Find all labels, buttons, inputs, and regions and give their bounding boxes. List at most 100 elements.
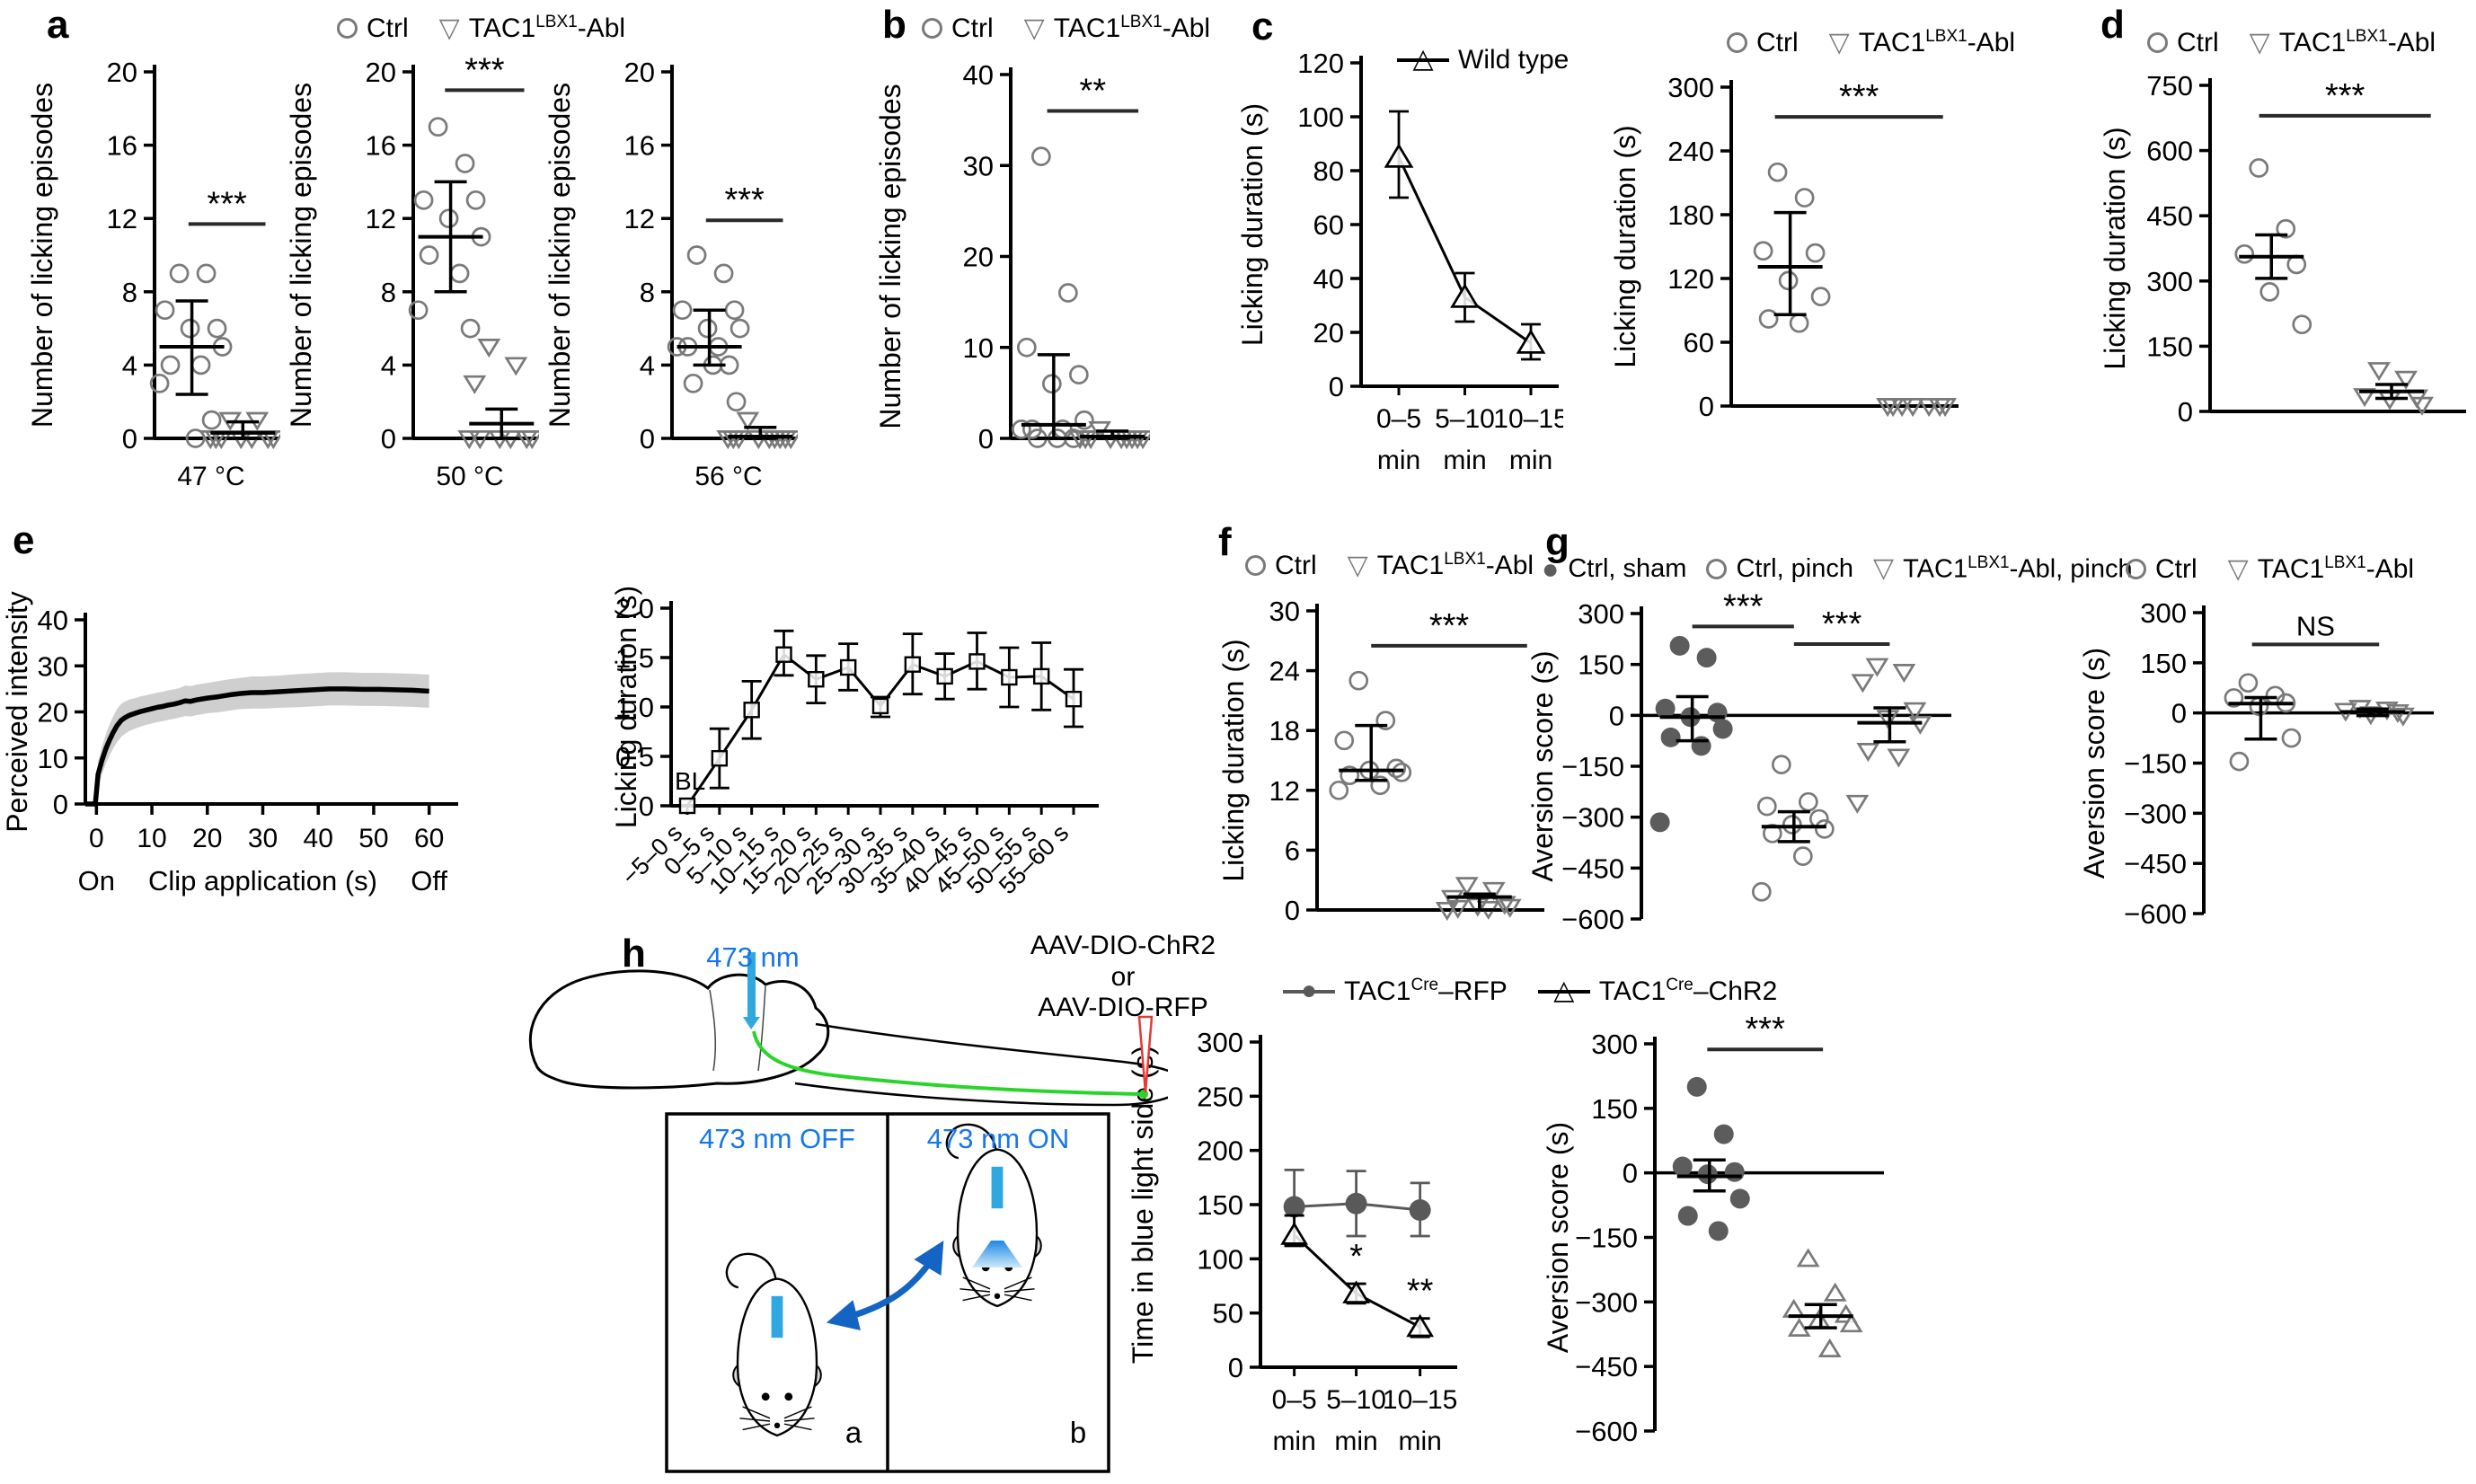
chart-licking-episodes-50c: 0 4 8 12 16 20 Number of licking episodes *** 50…	[285, 51, 539, 491]
svg-text:100: 100	[1197, 1243, 1243, 1275]
svg-text:300: 300	[1667, 72, 1714, 103]
svg-text:30: 30	[963, 150, 994, 181]
svg-text:150: 150	[1578, 649, 1624, 681]
svg-text:−600: −600	[2124, 898, 2187, 930]
svg-text:10–15: 10–15	[1383, 1385, 1457, 1415]
virus-line-rfp: AAV-DIO-RFP	[1038, 993, 1208, 1022]
svg-text:20: 20	[1313, 317, 1344, 349]
chart-licking-duration-scatter-c: 0 60 120 180 240 300 Licking duration (s) ***	[1609, 72, 1959, 422]
svg-text:−600: −600	[1575, 1416, 1638, 1447]
svg-text:Number of licking episodes: Number of licking episodes	[874, 84, 906, 428]
svg-text:Number of licking episodes: Number of licking episodes	[26, 83, 58, 428]
svg-text:min: min	[1377, 446, 1420, 475]
svg-text:150: 150	[1197, 1189, 1243, 1221]
chart-licking-duration-scatter-d: 0 150 300 450 600 750 Licking duration (s) ***	[2099, 70, 2466, 428]
virus-injection-needle	[1137, 1015, 1154, 1093]
svg-text:1.5: 1.5	[615, 642, 654, 674]
svg-text:4: 4	[122, 349, 137, 381]
svg-text:***: ***	[207, 185, 247, 223]
chamber-a-letter: a	[844, 1416, 862, 1449]
svg-text:4: 4	[381, 349, 396, 381]
laser-fiber	[747, 952, 756, 1017]
svg-text:12: 12	[1269, 775, 1300, 807]
chart-licking-duration-timecourse: 0 20 40 60 80 100 120 Licking duration (s) 0–5 mi…	[1236, 48, 1563, 475]
svg-text:20: 20	[963, 242, 994, 273]
svg-text:50: 50	[1213, 1298, 1243, 1329]
svg-text:0: 0	[89, 824, 104, 853]
panel-a-letter: a	[47, 3, 69, 47]
svg-text:0.5: 0.5	[615, 741, 654, 773]
ctrl-open-circle-icon	[922, 18, 942, 39]
body-outline	[794, 1022, 1168, 1107]
svg-text:−150: −150	[1575, 1223, 1638, 1254]
legend-panel-c-line: △ Wild type	[1397, 45, 1569, 75]
virus-line-or: or	[1110, 961, 1136, 992]
legend-panel-g-right: Ctrl ▽ TAC1LBX1-Abl	[2126, 553, 2414, 585]
svg-text:50: 50	[358, 824, 388, 853]
svg-text:10: 10	[38, 743, 68, 774]
svg-text:2.0: 2.0	[615, 593, 654, 624]
svg-text:120: 120	[1667, 263, 1714, 295]
abl-open-triangle-icon: ▽	[438, 13, 460, 43]
svg-text:Off: Off	[411, 865, 447, 897]
ctrl-open-circle-icon	[2147, 32, 2168, 53]
svg-text:12: 12	[624, 203, 655, 234]
svg-text:0: 0	[1228, 1352, 1243, 1383]
svg-text:***: ***	[1822, 605, 1862, 643]
svg-text:Aversion score (s): Aversion score (s)	[2078, 648, 2110, 879]
svg-text:***: ***	[1746, 1011, 1786, 1048]
svg-text:40: 40	[1313, 263, 1344, 295]
legend-panel-d: Ctrl ▽ TAC1LBX1-Abl	[2147, 27, 2436, 58]
svg-text:150: 150	[2146, 331, 2193, 362]
virus-line-chr2: AAV-DIO-ChR2	[1030, 931, 1216, 960]
svg-text:**: **	[1407, 1273, 1434, 1311]
brain-spinal-cord-schematic	[528, 952, 1168, 1107]
svg-text:40: 40	[304, 824, 333, 853]
svg-text:16: 16	[366, 130, 396, 162]
svg-text:*: *	[1349, 1238, 1363, 1276]
svg-text:NS: NS	[2296, 610, 2335, 641]
svg-text:−300: −300	[1575, 1286, 1638, 1318]
svg-text:−300: −300	[1561, 802, 1624, 834]
svg-text:min: min	[1443, 446, 1486, 475]
svg-text:4: 4	[640, 349, 655, 381]
wildtype-line-triangle-icon: △	[1397, 46, 1449, 75]
abl-open-triangle-icon: ▽	[2227, 553, 2249, 584]
svg-text:150: 150	[1591, 1093, 1638, 1125]
svg-text:***: ***	[724, 181, 765, 219]
svg-text:240: 240	[1667, 136, 1714, 167]
svg-text:12: 12	[366, 203, 396, 234]
svg-text:Clip application (s): Clip application (s)	[148, 865, 377, 897]
svg-text:16: 16	[107, 130, 137, 162]
svg-text:24: 24	[1269, 656, 1300, 687]
abl-open-triangle-icon: ▽	[1347, 550, 1368, 580]
svg-text:0: 0	[1285, 895, 1300, 926]
chamber-off-label: 473 nm OFF	[699, 1123, 855, 1154]
chamber-on-label: 473 nm ON	[926, 1123, 1070, 1154]
abl-open-triangle-icon: ▽	[2249, 27, 2270, 57]
svg-text:Licking duration (s): Licking duration (s)	[610, 586, 642, 828]
ctrl-sham-filled-circle-icon: ●	[1542, 552, 1560, 586]
svg-text:Licking duration (s): Licking duration (s)	[2099, 127, 2131, 369]
svg-text:BL: BL	[675, 767, 705, 795]
legend-panel-b: Ctrl ▽ TAC1LBX1-Abl	[922, 13, 1210, 44]
virus-label: AAV-DIO-ChR2 or AAV-DIO-RFP	[1002, 931, 1244, 1024]
svg-text:120: 120	[1297, 48, 1344, 79]
svg-text:***: ***	[1839, 78, 1879, 116]
svg-text:0: 0	[978, 423, 994, 455]
svg-text:***: ***	[1723, 587, 1764, 625]
svg-text:300: 300	[1197, 1027, 1243, 1058]
svg-text:60: 60	[1684, 327, 1714, 358]
svg-text:Licking duration (s): Licking duration (s)	[1217, 639, 1250, 881]
svg-text:***: ***	[2325, 77, 2365, 115]
svg-text:5–10: 5–10	[1326, 1385, 1386, 1415]
ctrl-open-circle-icon	[1245, 555, 1266, 576]
svg-text:0: 0	[53, 789, 68, 820]
svg-text:40: 40	[38, 605, 68, 636]
svg-text:0: 0	[1329, 371, 1344, 402]
svg-text:5–10: 5–10	[1435, 404, 1495, 434]
svg-text:0–5: 0–5	[1376, 404, 1421, 434]
brain-outline	[528, 969, 830, 1090]
